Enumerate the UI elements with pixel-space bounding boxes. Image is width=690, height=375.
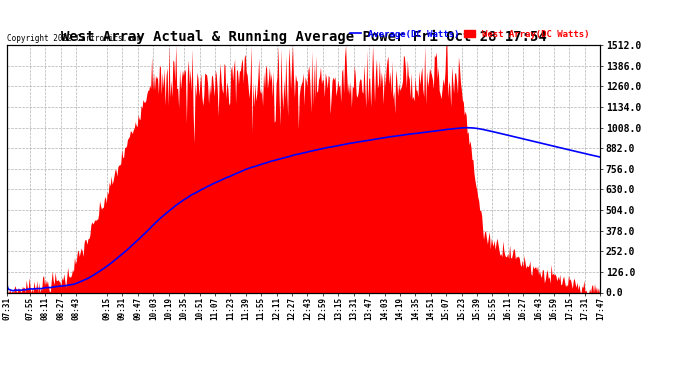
Legend: Average(DC Watts), West Array(DC Watts): Average(DC Watts), West Array(DC Watts)	[351, 30, 590, 39]
Text: Copyright 2022 Cartronics.com: Copyright 2022 Cartronics.com	[7, 33, 141, 42]
Title: West Array Actual & Running Average Power Fri Oct 28 17:54: West Array Actual & Running Average Powe…	[61, 30, 546, 44]
